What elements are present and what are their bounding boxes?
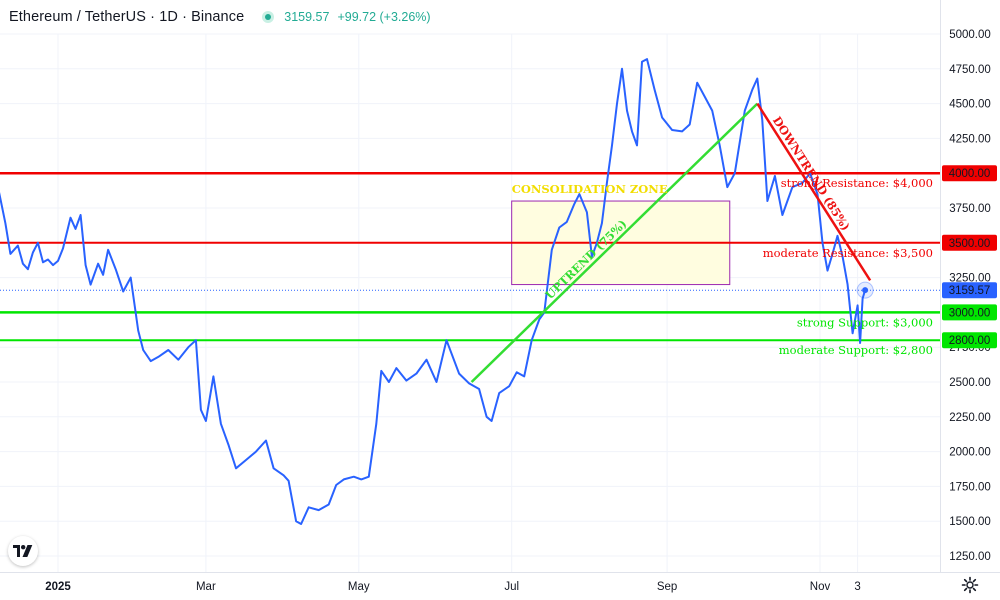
tag-4000-bg bbox=[942, 165, 997, 182]
live-status-dot-icon bbox=[262, 11, 275, 23]
x-tick-label: Nov bbox=[810, 581, 831, 593]
eth-price-line[interactable] bbox=[0, 58, 867, 525]
header-price: 3159.57 bbox=[284, 10, 330, 24]
y-tick-label: 1250.00 bbox=[949, 551, 991, 563]
y-tick-label: 5000.00 bbox=[949, 29, 991, 41]
x-tick-label: 2025 bbox=[45, 581, 71, 593]
downtrend-line[interactable] bbox=[756, 102, 872, 282]
x-tick-label: Sep bbox=[657, 581, 677, 593]
x-tick-label: Mar bbox=[196, 581, 216, 593]
y-tick-label: 2500.00 bbox=[949, 377, 991, 389]
tag-3500: 3500.00 bbox=[949, 238, 991, 250]
uptrend-line[interactable] bbox=[470, 102, 759, 383]
symbol-title[interactable]: Ethereum / TetherUS · 1D · Binance bbox=[9, 9, 245, 25]
chart-header: Ethereum / TetherUS · 1D · Binance 3159.… bbox=[0, 0, 940, 34]
strong-resistance-label: strong Resistance: $4,000 bbox=[781, 176, 933, 190]
current-price-tag-bg bbox=[942, 282, 997, 299]
y-tick-label: 3750.00 bbox=[949, 203, 991, 215]
y-tick-label: 4250.00 bbox=[949, 133, 991, 145]
tag-4000: 4000.00 bbox=[949, 168, 991, 180]
x-tick-label: May bbox=[348, 581, 370, 593]
chart-grid bbox=[0, 33, 940, 572]
tag-3500-bg bbox=[942, 234, 997, 251]
moderate-support-label: moderate Support: $2,800 bbox=[779, 343, 933, 357]
strong-support-label: strong Support: $3,000 bbox=[797, 315, 933, 329]
y-tick-label: 1500.00 bbox=[949, 516, 991, 528]
current-price-tag: 3159.57 bbox=[949, 285, 991, 297]
trendlines-layer bbox=[470, 102, 872, 383]
price-levels-layer bbox=[0, 171, 940, 342]
gear-icon[interactable] bbox=[961, 576, 979, 594]
y-tick-label: 1750.00 bbox=[949, 481, 991, 493]
y-tick-label: 2250.00 bbox=[949, 412, 991, 424]
moderate-resistance-label: moderate Resistance: $3,500 bbox=[763, 246, 933, 260]
tag-2800: 2800.00 bbox=[949, 335, 991, 347]
y-tick-label: 4500.00 bbox=[949, 99, 991, 111]
y-tick-label: 3250.00 bbox=[949, 273, 991, 285]
x-tick-label: 3 bbox=[854, 581, 860, 593]
tag-2800-bg bbox=[942, 332, 997, 349]
y-tick-label: 4750.00 bbox=[949, 64, 991, 76]
consolidation-zone-label: CONSOLIDATION ZONE bbox=[512, 182, 668, 196]
last-price-marker[interactable] bbox=[862, 287, 869, 294]
y-tick-label: 2000.00 bbox=[949, 447, 991, 459]
price-series-layer bbox=[0, 58, 874, 525]
tradingview-logo-icon[interactable] bbox=[8, 536, 38, 566]
tag-3000: 3000.00 bbox=[949, 307, 991, 319]
x-tick-label: Jul bbox=[504, 581, 519, 593]
tag-3000-bg bbox=[942, 304, 997, 321]
header-price-change: +99.72 (+3.26%) bbox=[337, 10, 431, 24]
